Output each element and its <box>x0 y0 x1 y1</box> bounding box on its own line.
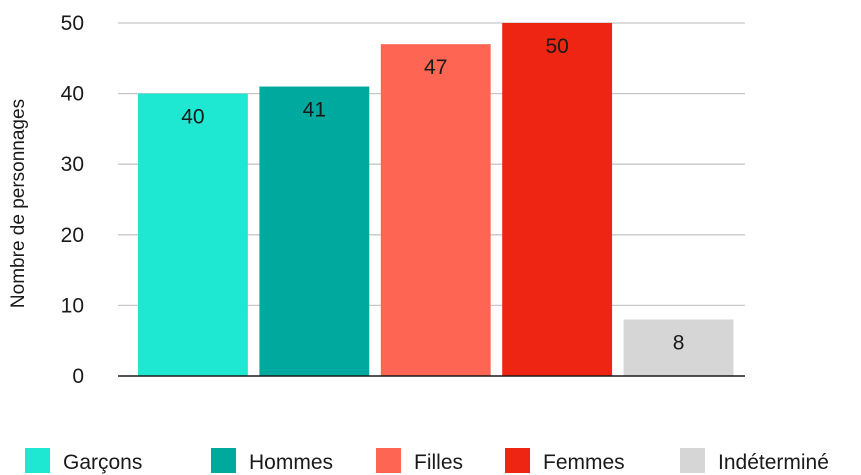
y-tick-label: 30 <box>61 153 84 176</box>
y-tick-label: 20 <box>61 224 84 247</box>
bar <box>380 44 491 377</box>
bar <box>623 319 734 376</box>
legend-swatch <box>680 448 705 473</box>
legend-label: Femmes <box>543 451 625 474</box>
y-axis-label: Nombre de personnages <box>8 99 29 308</box>
y-tick-label: 50 <box>61 12 84 35</box>
legend-label: Hommes <box>249 451 333 474</box>
data-label: 47 <box>424 56 447 79</box>
legend-label: Garçons <box>63 451 142 474</box>
y-axis-ticks: 0 10 20 30 40 50 <box>61 12 84 388</box>
data-label: 50 <box>545 35 568 58</box>
legend-swatch <box>505 448 530 473</box>
legend-swatch <box>211 448 236 473</box>
bars: 40 41 47 50 8 <box>138 23 734 377</box>
legend-swatch <box>376 448 401 473</box>
y-tick-label: 10 <box>61 294 84 317</box>
y-tick-label: 0 <box>72 365 84 388</box>
data-label: 40 <box>181 106 204 129</box>
data-label: 41 <box>303 99 326 122</box>
bar <box>502 23 613 376</box>
bar <box>138 93 248 376</box>
y-tick-label: 40 <box>61 83 84 106</box>
legend: Garçons Hommes Filles Femmes Indéterminé <box>25 448 829 474</box>
bar <box>259 86 370 376</box>
legend-label: Filles <box>414 451 463 474</box>
legend-swatch <box>25 448 50 473</box>
data-label: 8 <box>673 332 685 355</box>
legend-label: Indéterminé <box>718 451 829 474</box>
